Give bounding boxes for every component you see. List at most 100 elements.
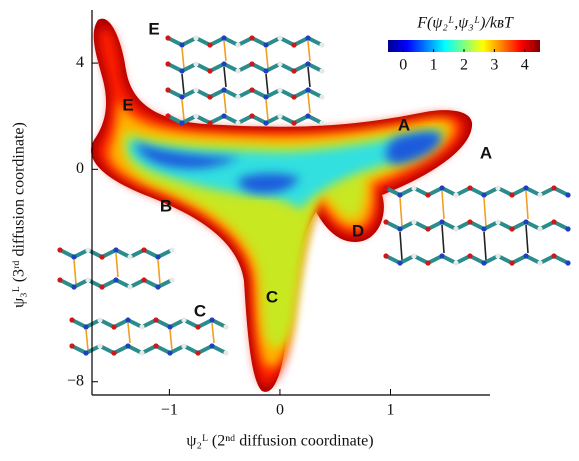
- annotation: B: [160, 196, 172, 215]
- atom: [411, 185, 417, 191]
- atom: [397, 260, 403, 266]
- atom: [125, 343, 131, 349]
- atom: [411, 219, 417, 225]
- annotation: A: [480, 143, 492, 162]
- atom: [467, 185, 473, 191]
- atom: [221, 87, 227, 93]
- atom: [263, 120, 269, 126]
- atom: [467, 219, 473, 225]
- h-bond: [265, 99, 269, 121]
- atom: [565, 260, 571, 266]
- y-tick-label: 0: [76, 160, 84, 177]
- atom: [141, 277, 147, 283]
- atom: [167, 324, 173, 330]
- backbone: [385, 254, 569, 265]
- atom: [181, 343, 187, 349]
- atom: [249, 35, 255, 41]
- atom: [97, 343, 103, 349]
- atom: [305, 87, 311, 93]
- atom: [193, 61, 199, 67]
- h-bond: [441, 190, 445, 220]
- backbone: [167, 36, 323, 47]
- atom: [411, 253, 417, 259]
- y-tick-label: −8: [67, 372, 84, 389]
- atom: [169, 247, 175, 253]
- atom: [179, 68, 185, 74]
- atom: [383, 185, 389, 191]
- atom: [207, 120, 213, 126]
- atom: [235, 94, 241, 100]
- atom: [319, 94, 325, 100]
- atom: [85, 247, 91, 253]
- atom: [397, 192, 403, 198]
- h-bond: [525, 190, 529, 220]
- h-bond: [265, 73, 269, 95]
- atom: [165, 113, 171, 119]
- atom: [179, 120, 185, 126]
- annotation: E: [148, 19, 159, 38]
- backbone: [167, 114, 323, 125]
- h-bond: [483, 197, 487, 227]
- h-bond: [307, 40, 311, 62]
- atom: [397, 226, 403, 232]
- colorbar-tick-label: 3: [490, 57, 498, 74]
- atom: [509, 192, 515, 198]
- atom: [453, 226, 459, 232]
- atom: [165, 61, 171, 67]
- h-bond: [211, 322, 215, 344]
- atom: [195, 350, 201, 356]
- atom: [167, 350, 173, 356]
- atom: [439, 219, 445, 225]
- atom: [425, 226, 431, 232]
- colorbar: [388, 40, 540, 52]
- atom: [249, 61, 255, 67]
- atom: [263, 42, 269, 48]
- h-bond: [525, 224, 529, 254]
- atom: [263, 68, 269, 74]
- atom: [439, 253, 445, 259]
- atom: [111, 324, 117, 330]
- backbone: [71, 344, 227, 355]
- colorbar-label: F(ψ₂ᴸ,ψ₃ᴸ)/kʙT: [416, 15, 514, 32]
- atom: [523, 185, 529, 191]
- atom: [551, 219, 557, 225]
- atom: [71, 284, 77, 290]
- atom: [509, 226, 515, 232]
- h-bond: [181, 47, 185, 69]
- atom: [99, 254, 105, 260]
- atom: [277, 61, 283, 67]
- annotation: C: [194, 301, 206, 320]
- backbone: [71, 318, 227, 329]
- atom: [71, 254, 77, 260]
- atom: [111, 350, 117, 356]
- atom: [383, 219, 389, 225]
- h-bond: [307, 92, 311, 114]
- atom: [235, 68, 241, 74]
- h-bond: [85, 329, 89, 351]
- atom: [277, 87, 283, 93]
- h-bond: [307, 66, 311, 88]
- atom: [523, 219, 529, 225]
- atom: [495, 185, 501, 191]
- atom: [165, 35, 171, 41]
- atom: [125, 317, 131, 323]
- atom: [155, 284, 161, 290]
- atom: [193, 113, 199, 119]
- backbone: [167, 88, 323, 99]
- annotation: E: [122, 95, 133, 114]
- h-bond: [399, 231, 403, 261]
- atom: [69, 317, 75, 323]
- annotation: D: [352, 221, 364, 240]
- colorbar-tick-label: 2: [460, 57, 468, 74]
- atom: [319, 42, 325, 48]
- atom: [207, 94, 213, 100]
- atom: [509, 260, 515, 266]
- atom: [305, 61, 311, 67]
- atom: [565, 226, 571, 232]
- atom: [305, 35, 311, 41]
- atom: [165, 87, 171, 93]
- atom: [153, 317, 159, 323]
- atom: [57, 247, 63, 253]
- h-bond: [223, 66, 227, 88]
